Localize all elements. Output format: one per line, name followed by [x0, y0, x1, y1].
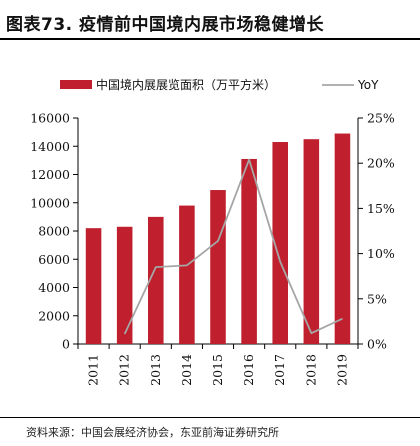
yoy-line-series: [123, 158, 343, 335]
x-tick-label: 2012: [117, 354, 132, 386]
x-tick-label: 2011: [86, 354, 101, 386]
right-tick-label: 15%: [367, 201, 395, 216]
legend-bar-label: 中国境内展展览面积（万平方米）: [96, 77, 276, 92]
left-tick-label: 4000: [38, 280, 70, 295]
chart-title: 图表73. 疫情前中国境内展市场稳健增长: [6, 15, 325, 35]
left-tick-label: 10000: [30, 195, 70, 210]
x-tick-label: 2017: [272, 354, 287, 386]
legend: 中国境内展展览面积（万平方米） YoY: [60, 77, 379, 92]
left-tick-label: 16000: [30, 111, 70, 126]
bar-2012: [116, 226, 133, 344]
right-tick-label: 10%: [367, 246, 395, 261]
bar-2011: [85, 228, 102, 344]
x-tick-label: 2014: [179, 354, 194, 386]
bar-2016: [241, 158, 257, 344]
bar-2019: [334, 133, 351, 344]
bar-2015: [210, 190, 226, 344]
legend-line-label: YoY: [357, 78, 379, 92]
left-tick-label: 0: [62, 337, 70, 352]
yoy-line: [123, 158, 343, 335]
source-note: 资料来源：中国会展经济协会，东亚前海证券研究所: [26, 426, 279, 439]
left-tick-label: 12000: [30, 167, 70, 182]
bar-2017: [272, 142, 288, 344]
left-tick-label: 2000: [38, 308, 70, 323]
bar-series: [85, 133, 351, 344]
source-divider: [0, 417, 420, 418]
left-tick-label: 6000: [38, 252, 70, 267]
right-tick-label: 25%: [367, 111, 395, 126]
bar-2013: [148, 216, 164, 344]
legend-bar-swatch: [60, 80, 92, 89]
x-tick-label: 2013: [148, 354, 163, 386]
x-tick-label: 2018: [303, 354, 318, 386]
x-tick-label: 2019: [334, 354, 349, 386]
left-tick-label: 8000: [38, 224, 70, 239]
right-tick-label: 5%: [367, 291, 387, 306]
x-tick-label: 2015: [210, 354, 225, 386]
x-tick-label: 2016: [241, 354, 256, 386]
bar-2014: [179, 205, 195, 344]
left-tick-label: 14000: [30, 139, 70, 154]
title-divider: [0, 38, 420, 40]
bar-2018: [303, 139, 320, 344]
right-tick-label: 0%: [367, 337, 387, 352]
right-tick-label: 20%: [367, 156, 395, 171]
